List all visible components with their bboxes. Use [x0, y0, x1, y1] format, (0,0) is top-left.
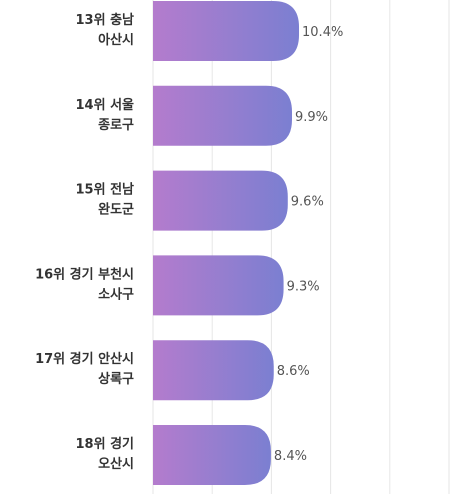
category-label-line: 완도군 [98, 203, 134, 218]
category-label-line: 17위 경기 안산시 [35, 351, 134, 367]
bar [153, 85, 292, 146]
data-label: 9.6% [291, 195, 324, 210]
data-label: 8.6% [277, 364, 310, 379]
data-label: 10.4% [302, 25, 343, 40]
value-labels: 10.4% 9.9% 9.6% 9.3% 8.6% 8.4% [274, 25, 343, 464]
bars [153, 1, 300, 485]
data-label: 9.3% [287, 279, 320, 294]
bar [153, 425, 271, 485]
bar [153, 170, 288, 231]
category-label-line: 상록구 [98, 372, 134, 387]
category-label-line: 14위 서울 [76, 97, 135, 113]
data-label: 8.4% [274, 449, 307, 464]
category-label-line: 15위 전남 [76, 182, 135, 198]
category-label-line: 16위 경기 부천시 [35, 266, 134, 282]
category-label-line: 18위 경기 [76, 436, 135, 452]
category-label-line: 아산시 [98, 32, 134, 48]
bar [153, 1, 300, 61]
category-label-line: 13위 충남 [76, 12, 135, 28]
bar [153, 340, 274, 401]
bar [153, 255, 284, 316]
gridlines [152, 0, 450, 494]
category-label-line: 종로구 [98, 118, 134, 133]
category-label-line: 소사구 [98, 286, 134, 302]
data-label: 9.9% [295, 110, 328, 125]
category-label-line: 오산시 [98, 456, 134, 472]
